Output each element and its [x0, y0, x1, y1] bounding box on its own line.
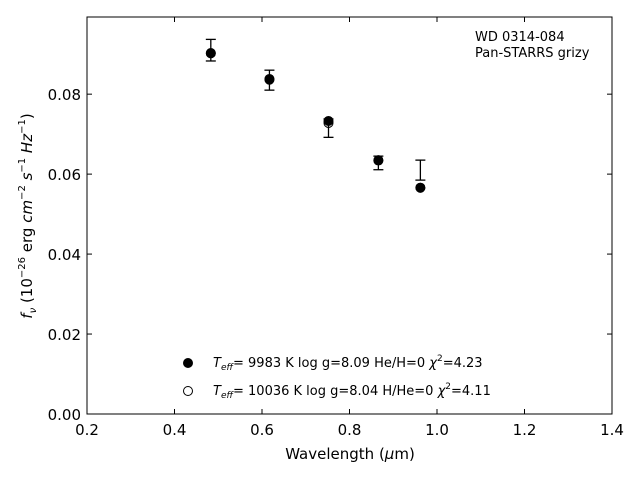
- x-tick-label: 1.2: [513, 421, 537, 439]
- legend-marker-open: [183, 386, 193, 396]
- y-axis-label: fν (10−26 erg cm−2 s−1 Hz−1): [17, 113, 39, 318]
- legend-marker-filled: [183, 358, 193, 368]
- filled-circle-point: [323, 115, 334, 126]
- y-tick-label: 0.04: [48, 246, 81, 264]
- annotation: WD 0314-084 Pan-STARRS grizy: [475, 30, 590, 61]
- x-axis-label: Wavelength (μm): [285, 445, 415, 463]
- y-tick-label: 0.08: [48, 86, 81, 104]
- plot-frame: [86, 16, 613, 415]
- filled-circle-point: [415, 182, 426, 193]
- annotation-line-2: Pan-STARRS grizy: [475, 46, 590, 61]
- filled-circle-point: [373, 155, 384, 166]
- axis-ticks: [86, 17, 613, 415]
- x-tick-label: 0.6: [250, 421, 274, 439]
- legend-entry-1: Teff= 9983 K log g=8.09 He/H=0 χ2=4.23: [213, 354, 483, 373]
- data-points: [205, 47, 426, 193]
- filled-circle-point: [264, 74, 275, 85]
- annotation-line-1: WD 0314-084: [475, 30, 565, 45]
- filled-circle-point: [205, 48, 216, 59]
- tick-labels: 0.2 0.4 0.6 0.8 1.0 1.2 1.4 0.00 0.02 0.04 0.06 0.0…: [48, 86, 624, 439]
- x-tick-label: 1.0: [425, 421, 449, 439]
- y-tick-label: 0.06: [48, 166, 81, 184]
- x-tick-label: 0.8: [338, 421, 362, 439]
- y-tick-label: 0.00: [48, 406, 81, 424]
- x-tick-label: 0.4: [163, 421, 187, 439]
- x-tick-label: 1.4: [600, 421, 624, 439]
- x-tick-label: 0.2: [75, 421, 99, 439]
- legend: Teff= 9983 K log g=8.09 He/H=0 χ2=4.23 T…: [183, 354, 491, 401]
- legend-entry-2: Teff= 10036 K log g=8.04 H/He=0 χ2=4.11: [213, 382, 491, 401]
- y-tick-label: 0.02: [48, 326, 81, 344]
- error-bars: [205, 38, 426, 181]
